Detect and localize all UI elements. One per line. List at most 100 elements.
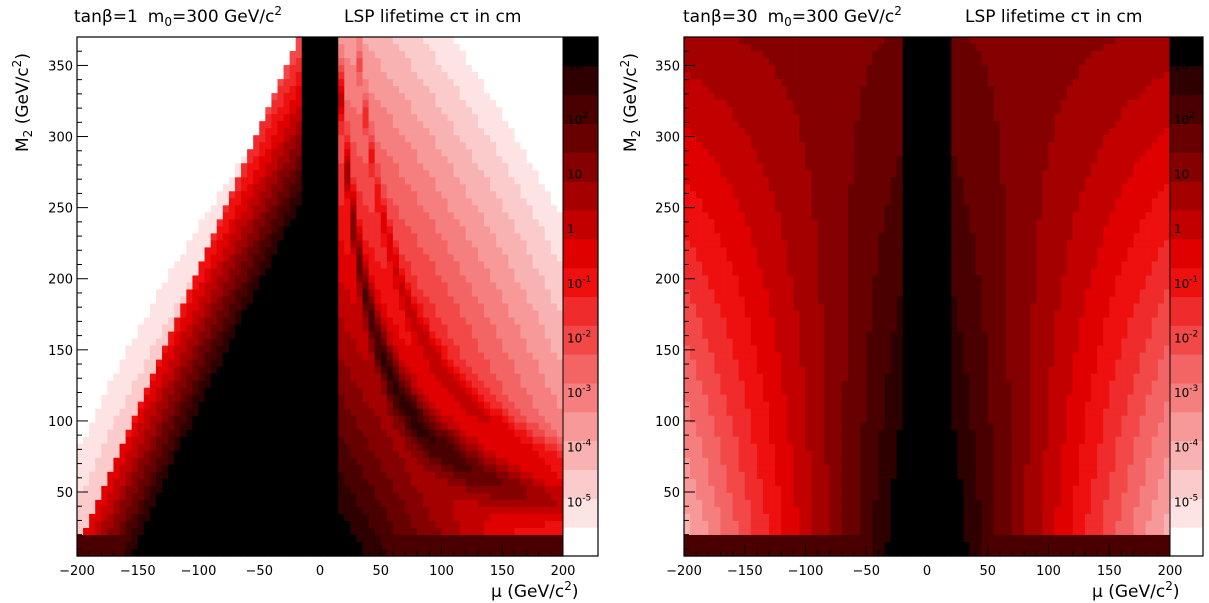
heatmap-cell xyxy=(131,450,139,459)
heatmap-cell xyxy=(131,464,139,473)
heatmap-cell xyxy=(459,170,467,178)
heatmap-cell xyxy=(259,254,266,263)
heatmap-cell xyxy=(113,128,121,136)
heatmap-cell xyxy=(174,527,181,536)
heatmap-cell xyxy=(228,170,236,178)
heatmap-cell xyxy=(137,240,145,248)
heatmap-cell xyxy=(435,499,443,508)
heatmap-cell xyxy=(405,93,412,101)
heatmap-cell xyxy=(295,513,303,522)
heatmap-cell xyxy=(162,177,169,185)
heatmap-cell xyxy=(95,65,102,73)
heatmap-cell xyxy=(295,177,303,185)
heatmap-cell xyxy=(125,114,133,122)
heatmap-cell xyxy=(168,541,175,550)
heatmap-cell xyxy=(253,548,260,557)
heatmap-cell xyxy=(83,149,90,157)
heatmap-cell xyxy=(210,450,218,459)
heatmap-cell xyxy=(180,408,187,417)
heatmap-cell xyxy=(301,401,309,410)
heatmap-cell xyxy=(198,401,206,410)
heatmap-cell xyxy=(180,100,187,108)
heatmap-cell xyxy=(338,93,345,101)
heatmap-cell xyxy=(192,198,200,206)
heatmap-cell xyxy=(125,58,133,66)
heatmap-cell xyxy=(320,79,327,87)
heatmap-cell xyxy=(277,303,285,312)
heatmap-cell xyxy=(289,429,297,438)
heatmap-cell xyxy=(320,93,327,101)
heatmap-cell xyxy=(137,387,145,396)
heatmap-cell xyxy=(143,142,151,150)
heatmap-cell xyxy=(313,478,321,487)
heatmap-cell xyxy=(441,373,449,382)
heatmap-cell xyxy=(405,114,412,122)
heatmap-cell xyxy=(192,387,200,396)
heatmap-cell xyxy=(180,128,187,136)
heatmap-cell xyxy=(447,261,455,270)
heatmap-cell xyxy=(392,114,400,122)
heatmap-cell xyxy=(459,464,467,473)
heatmap-cell xyxy=(423,499,430,508)
heatmap-cell xyxy=(332,163,339,171)
heatmap-cell xyxy=(289,226,297,234)
heatmap-cell xyxy=(447,79,455,87)
heatmap-cell xyxy=(119,149,127,157)
heatmap-cell xyxy=(271,464,279,473)
heatmap-cell xyxy=(441,345,449,354)
heatmap-cell xyxy=(350,499,358,508)
heatmap-cell xyxy=(453,450,461,459)
heatmap-cell xyxy=(362,233,370,241)
heatmap-cell xyxy=(265,254,272,263)
heatmap-cell xyxy=(241,450,248,459)
heatmap-cell xyxy=(228,387,236,396)
heatmap-cell xyxy=(155,548,163,557)
heatmap-cell xyxy=(295,366,303,375)
heatmap-cell xyxy=(386,436,394,445)
heatmap-cell xyxy=(222,156,230,164)
heatmap-cell xyxy=(168,233,175,241)
heatmap-cell xyxy=(320,289,327,298)
heatmap-cell xyxy=(149,86,157,94)
heatmap-cell xyxy=(198,240,206,248)
heatmap-cell xyxy=(180,170,187,178)
heatmap-cell xyxy=(210,443,218,452)
heatmap-cell xyxy=(131,359,139,368)
heatmap-cell xyxy=(338,58,345,66)
heatmap-cell xyxy=(356,436,364,445)
heatmap-cell xyxy=(477,373,485,382)
heatmap-cell xyxy=(429,79,437,87)
heatmap-cell xyxy=(253,205,260,213)
heatmap-cell xyxy=(204,429,212,438)
heatmap-cell xyxy=(411,86,418,94)
heatmap-cell xyxy=(453,121,461,129)
heatmap-cell xyxy=(271,485,279,494)
heatmap-cell xyxy=(101,443,108,452)
heatmap-cell xyxy=(423,198,430,206)
heatmap-cell xyxy=(89,380,96,389)
heatmap-cell xyxy=(216,387,224,396)
heatmap-cell xyxy=(149,457,157,466)
heatmap-cell xyxy=(95,387,102,396)
heatmap-cell xyxy=(362,177,370,185)
heatmap-cell xyxy=(320,275,327,284)
heatmap-cell xyxy=(186,86,194,94)
heatmap-cell xyxy=(326,527,333,536)
heatmap-cell xyxy=(95,219,102,227)
heatmap-cell xyxy=(83,443,90,452)
heatmap-cell xyxy=(247,65,254,73)
heatmap-cell xyxy=(168,44,175,52)
heatmap-cell xyxy=(95,394,102,403)
heatmap-cell xyxy=(320,422,327,431)
heatmap-cell xyxy=(277,296,285,305)
heatmap-cell xyxy=(180,212,187,220)
heatmap-cell xyxy=(417,324,424,333)
heatmap-cell xyxy=(289,464,297,473)
heatmap-cell xyxy=(83,541,90,550)
heatmap-cell xyxy=(149,121,157,129)
heatmap-cell xyxy=(131,142,139,150)
heatmap-cell xyxy=(204,247,212,256)
heatmap-cell xyxy=(429,149,437,157)
heatmap-cell xyxy=(295,114,303,122)
heatmap-cell xyxy=(344,492,351,501)
